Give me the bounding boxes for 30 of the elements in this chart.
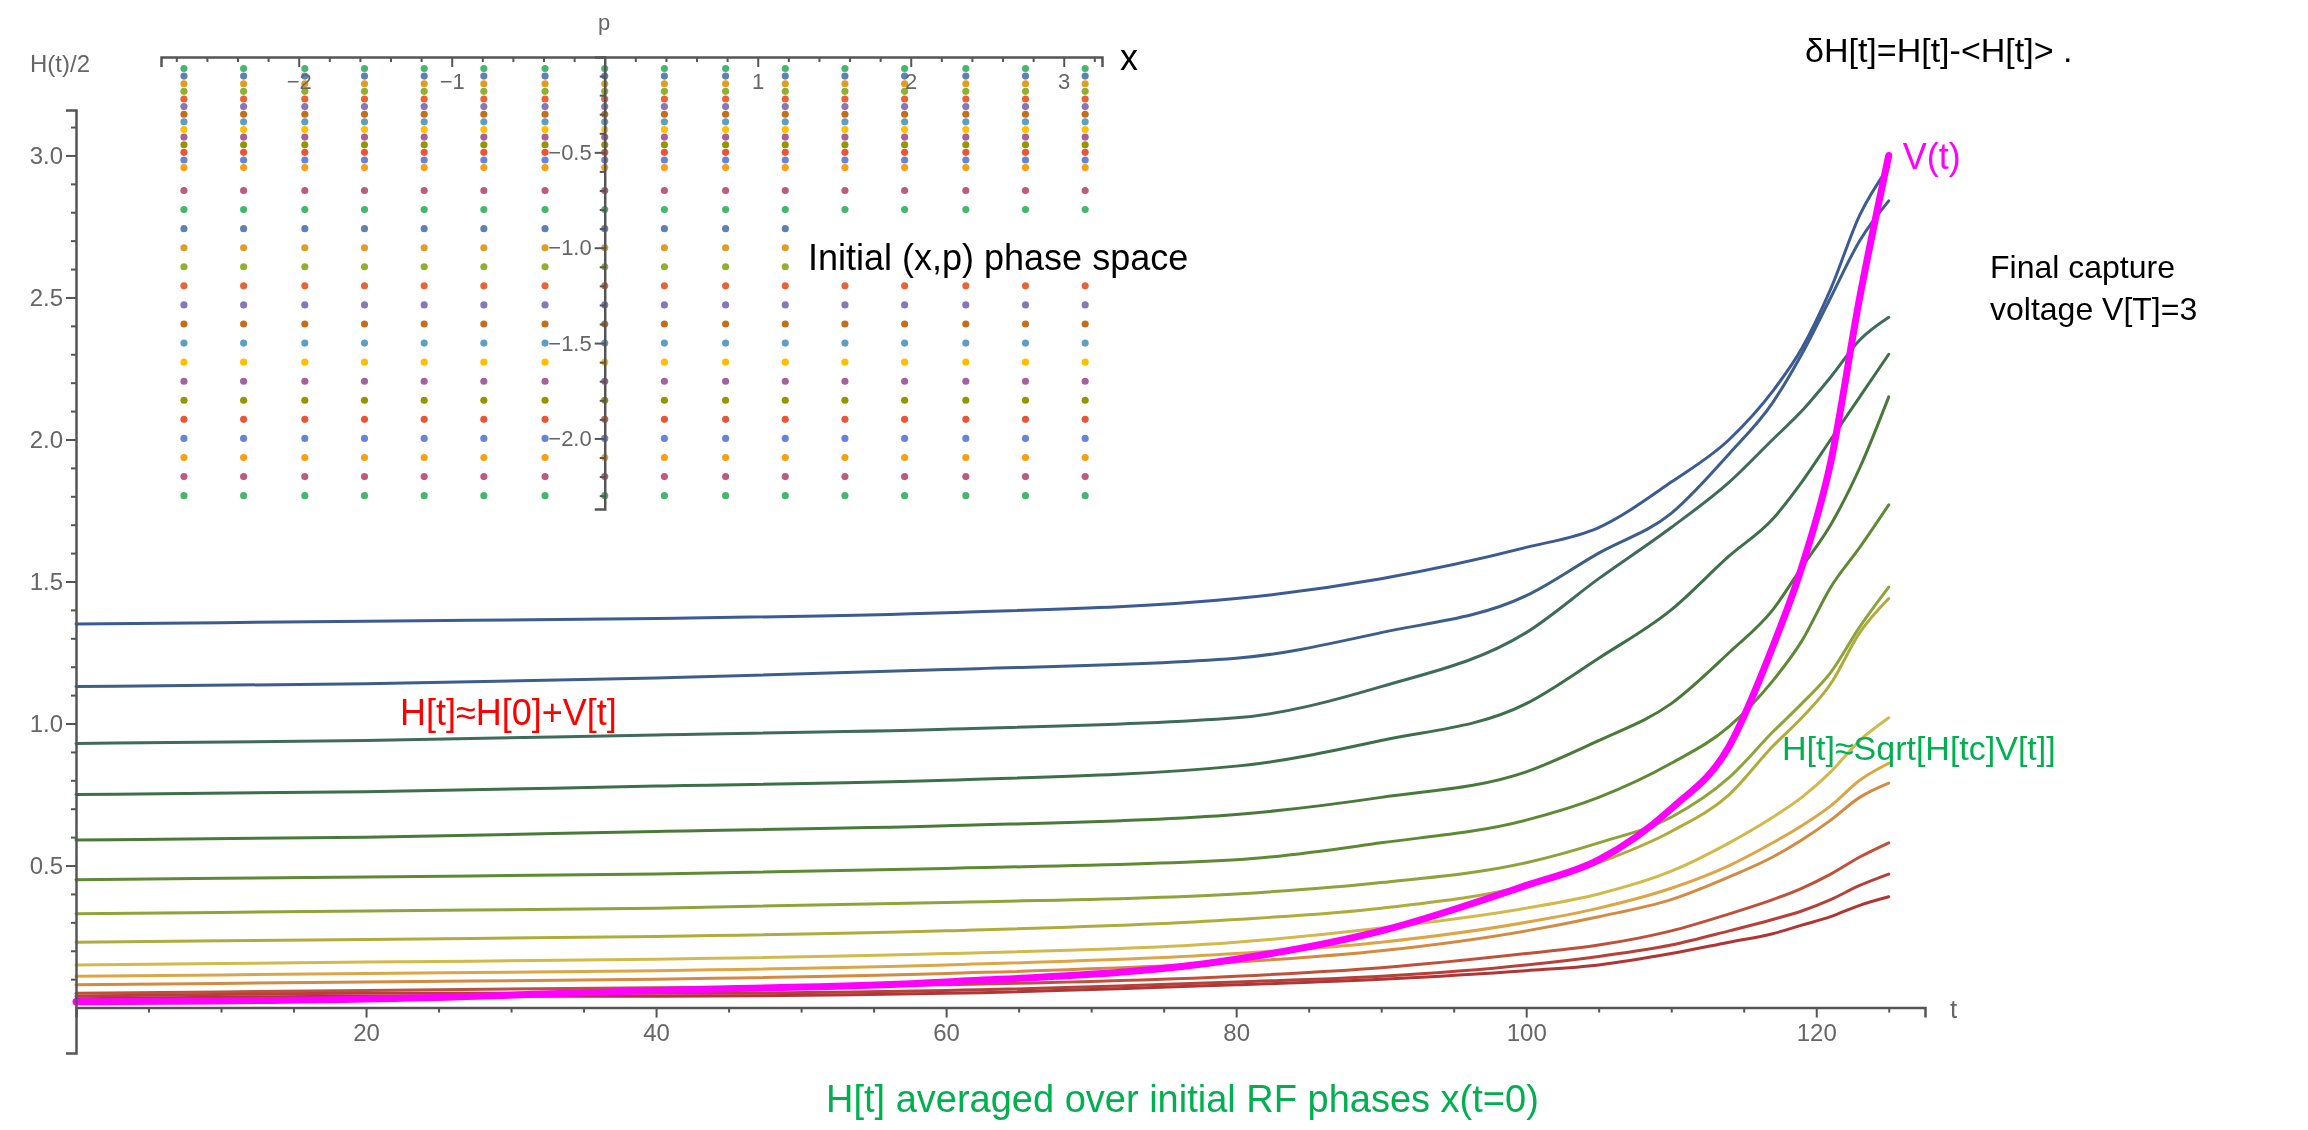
y-tick-label: −2.0	[548, 425, 592, 451]
text: H[t] averaged over initial RF phases x(t=0)	[826, 1078, 1539, 1120]
series-label: V(t)	[1902, 136, 1961, 178]
x-tick-label: 40	[643, 1018, 670, 1046]
y-tick-label: 0.5	[29, 851, 63, 879]
y-tick-label: −1.5	[548, 330, 592, 356]
y-axis-title: H(t)/2	[30, 50, 90, 77]
x-tick-label: 2	[905, 68, 918, 94]
y-tick-label: 1.5	[29, 567, 63, 595]
x-tick-label: 120	[1796, 1018, 1837, 1046]
x-tick-label: −1	[439, 68, 465, 94]
x-axis-title: x	[1120, 37, 1138, 78]
x-tick-label: 1	[752, 68, 765, 94]
y-tick-label: 2.0	[29, 425, 63, 453]
x-tick-label: 100	[1506, 1018, 1547, 1046]
annotation: H[t]≈H[0]+V[t]	[400, 692, 617, 733]
x-tick-label: 60	[933, 1018, 960, 1046]
y-axis-title: p	[598, 10, 611, 35]
y-tick-label: −0.5	[548, 139, 592, 165]
y-tick-label: 3.0	[29, 141, 63, 169]
annotation: Initial (x,p) phase space	[808, 237, 1189, 278]
text: Final capture voltage V[T]=3	[1990, 249, 2198, 327]
x-tick-label: 80	[1223, 1018, 1251, 1046]
x-tick-label: 20	[353, 1018, 380, 1046]
y-tick-label: 2.5	[29, 283, 63, 311]
y-tick-label: −1.0	[548, 235, 592, 261]
y-tick-label: 1.0	[29, 709, 63, 737]
x-axis-title: t	[1950, 994, 1958, 1024]
x-tick-label: 3	[1058, 68, 1071, 94]
text: δH[t]=H[t]-<H[t]> .	[1805, 31, 2073, 69]
